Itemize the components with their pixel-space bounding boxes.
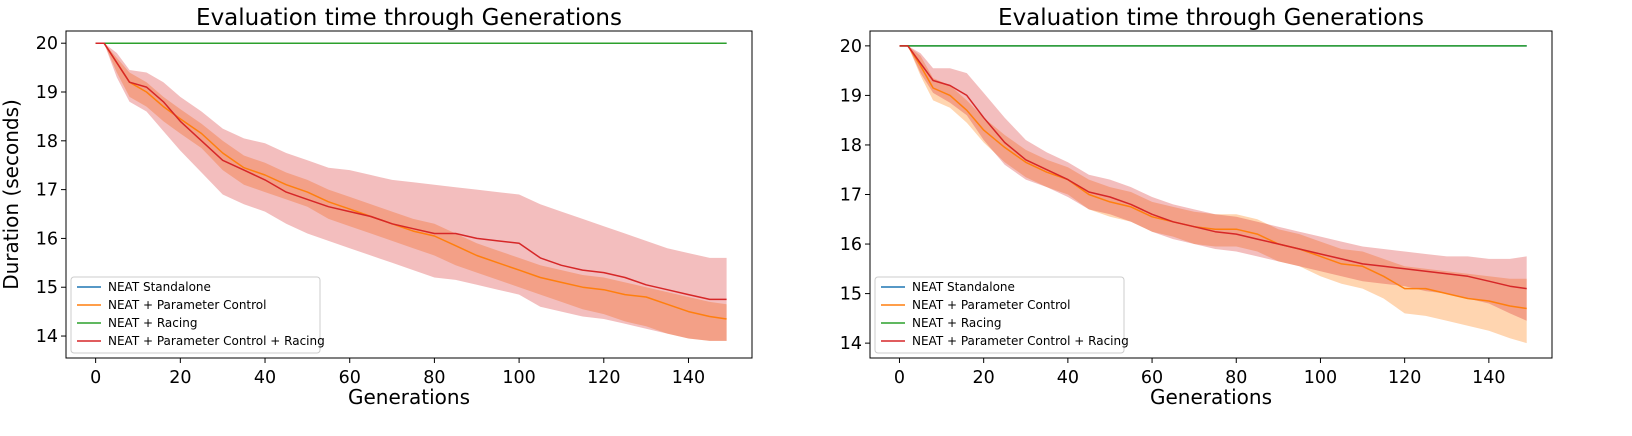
x-axis-label: Generations (348, 385, 470, 409)
legend: NEAT Standalone NEAT + Parameter Control N… (874, 276, 1129, 354)
band-series-1 (899, 45, 1527, 344)
chart-title: Evaluation time through Generations (998, 5, 1424, 31)
x-tick-label: 100 (502, 368, 535, 388)
legend-label-0: NEAT Standalone (912, 280, 1015, 294)
confidence-bands (899, 45, 1527, 344)
x-tick-label: 60 (1141, 368, 1163, 388)
legend-box (874, 276, 1125, 354)
y-tick-label: 19 (840, 86, 862, 106)
x-tick-label: 140 (1472, 368, 1505, 388)
series-line-3 (899, 45, 1527, 290)
legend-label-0: NEAT Standalone (108, 280, 211, 294)
x-tick-label: 40 (1057, 368, 1079, 388)
plot-frame (65, 30, 753, 359)
x-tick-label: 0 (90, 368, 101, 388)
legend-label-3: NEAT + Parameter Control + Racing (108, 334, 325, 348)
legend-label-2: NEAT + Racing (912, 316, 1001, 330)
legend: NEAT Standalone NEAT + Parameter Control N… (70, 276, 325, 354)
x-axis: 0 20 40 60 80 100 120 140 (90, 358, 705, 388)
y-tick-label: 14 (840, 334, 862, 354)
x-tick-label: 140 (672, 368, 705, 388)
y-tick-label: 16 (840, 235, 862, 255)
x-tick-label: 40 (254, 368, 276, 388)
chart-panel-right: Evaluation time through Generations 0 20 40… (838, 0, 1632, 436)
series-lines (899, 45, 1527, 310)
y-tick-label: 14 (36, 327, 58, 347)
series-lines (95, 42, 727, 320)
legend-label-2: NEAT + Racing (108, 316, 197, 330)
x-tick-label: 120 (587, 368, 620, 388)
y-tick-label: 18 (840, 136, 862, 156)
series-line-3 (95, 42, 727, 301)
y-tick-label: 15 (36, 278, 58, 298)
band-series-1 (95, 43, 727, 341)
y-axis-label: Duration (seconds) (0, 99, 23, 290)
legend-label-1: NEAT + Parameter Control (912, 298, 1070, 312)
y-tick-label: 16 (36, 229, 58, 249)
chart-panel-left: Evaluation time through Generations 0 20 40… (0, 5, 753, 409)
y-axis: 14 15 16 17 18 19 20 (36, 34, 66, 347)
y-tick-label: 19 (36, 83, 58, 103)
y-tick-label: 18 (36, 132, 58, 152)
x-tick-label: 120 (1388, 368, 1421, 388)
legend-label-1: NEAT + Parameter Control (108, 298, 266, 312)
legend-label-3: NEAT + Parameter Control + Racing (912, 334, 1129, 348)
y-tick-label: 15 (840, 285, 862, 305)
x-axis: 0 20 40 60 80 100 120 140 (894, 358, 1506, 388)
x-tick-label: 20 (169, 368, 191, 388)
y-tick-label: 20 (36, 34, 58, 54)
x-tick-label: 0 (894, 368, 905, 388)
x-tick-label: 80 (423, 368, 445, 388)
x-tick-label: 80 (1225, 368, 1247, 388)
x-tick-label: 60 (339, 368, 361, 388)
y-tick-label: 17 (36, 181, 58, 201)
x-tick-label: 20 (973, 368, 995, 388)
chart-left: Evaluation time through Generations 0 20 40… (0, 5, 753, 409)
x-tick-label: 100 (1304, 368, 1337, 388)
y-axis: 14 15 16 17 18 19 20 (840, 37, 870, 354)
y-tick-label: 17 (840, 186, 862, 206)
chart-right: Evaluation time through Generations 0 20 40… (840, 5, 1553, 409)
legend-box (70, 276, 321, 354)
band-series-3 (899, 45, 1527, 321)
x-axis-label: Generations (1150, 385, 1272, 409)
y-tick-label: 20 (840, 37, 862, 57)
chart-title: Evaluation time through Generations (196, 5, 622, 31)
